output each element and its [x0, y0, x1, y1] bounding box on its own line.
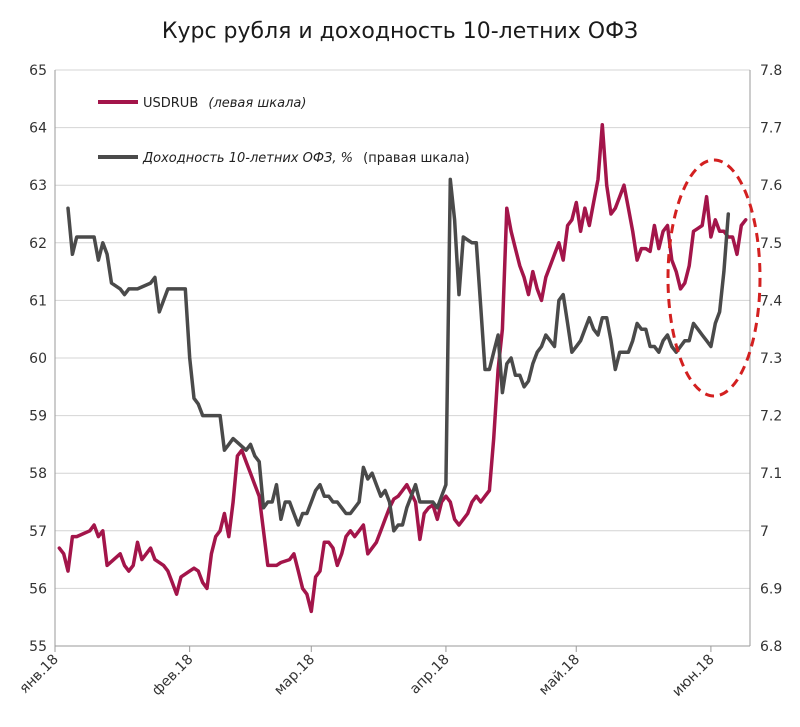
- y-tick-right: 6.9: [760, 581, 782, 597]
- legend-usdrub-name: USDRUB: [143, 96, 198, 111]
- legend-usdrub-suffix: (левая шкала): [208, 96, 306, 111]
- y-tick-right: 7: [760, 524, 769, 540]
- y-tick-left: 60: [29, 351, 47, 367]
- y-tick-left: 62: [29, 236, 47, 252]
- series-line-ofz-yield: [66, 177, 731, 533]
- x-tick-label: май.18: [536, 652, 583, 699]
- legend-label-ofz: Доходность 10-летних ОФЗ, % (правая шкал…: [142, 151, 470, 166]
- y-tick-left: 63: [29, 178, 47, 194]
- y-tick-left: 65: [29, 63, 47, 79]
- grid: [55, 69, 750, 647]
- y-tick-right: 7.8: [760, 63, 782, 79]
- legend-ofz-suffix: (правая шкала): [363, 151, 469, 166]
- x-tick-label: апр.18: [407, 652, 453, 698]
- legend-label-usdrub: USDRUB (левая шкала): [143, 96, 306, 111]
- y-tick-left: 59: [29, 409, 47, 425]
- y-tick-left: 57: [29, 524, 47, 540]
- series-line-usdrub: [57, 122, 748, 614]
- y-tick-right: 7.7: [760, 121, 782, 137]
- x-tick-label: янв.18: [17, 652, 62, 697]
- x-tick-label: июн.18: [669, 652, 717, 700]
- y-tick-left: 58: [29, 466, 47, 482]
- y-tick-right: 7.2: [760, 409, 782, 425]
- y-tick-right: 6.8: [760, 639, 782, 655]
- y-tick-left: 64: [29, 121, 47, 137]
- y-tick-left: 55: [29, 639, 47, 655]
- legend: USDRUB (левая шкала) Доходность 10-летни…: [98, 96, 470, 166]
- series: [57, 122, 748, 614]
- y-tick-left: 56: [29, 581, 47, 597]
- highlight-ellipse-shape: [666, 158, 762, 398]
- x-tick-label: мар.18: [271, 652, 318, 699]
- y-tick-right: 7.6: [760, 178, 782, 194]
- highlight-ellipse: [666, 158, 762, 398]
- y-tick-right: 7.1: [760, 466, 782, 482]
- chart-title: Курс рубля и доходность 10-летних ОФЗ: [162, 19, 638, 44]
- y-tick-right: 7.4: [760, 293, 782, 309]
- y-tick-left: 61: [29, 293, 47, 309]
- y-tick-right: 7.3: [760, 351, 782, 367]
- y-tick-right: 7.5: [760, 236, 782, 252]
- x-tick-label: фев.18: [149, 652, 196, 699]
- legend-ofz-name: Доходность 10-летних ОФЗ, %: [142, 151, 353, 166]
